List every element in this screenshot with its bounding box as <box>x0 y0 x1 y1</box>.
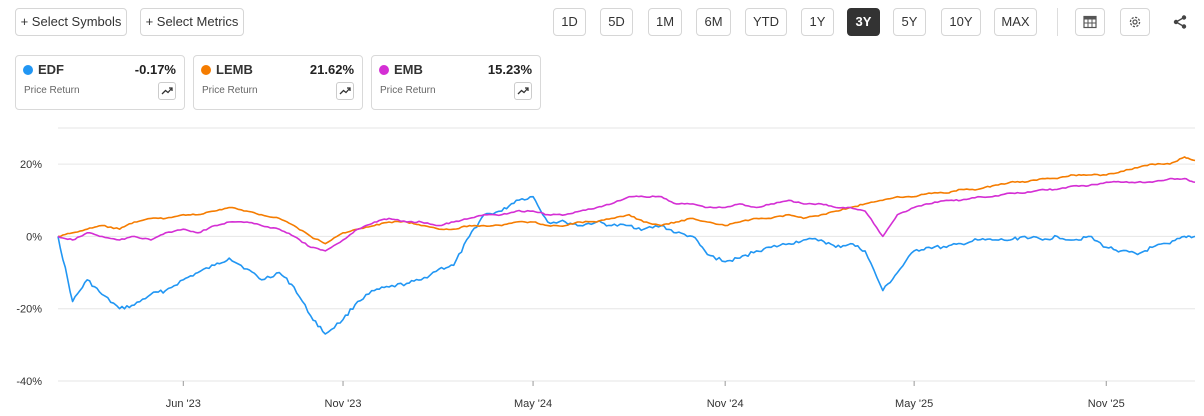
x-tick-label: Nov '23 <box>325 398 362 410</box>
price-return-value: -0.17% <box>134 62 176 77</box>
range-button-1m[interactable]: 1M <box>648 8 682 36</box>
trend-arrow-icon[interactable] <box>336 82 354 100</box>
range-button-3y[interactable]: 3Y <box>847 8 880 36</box>
table-icon <box>1083 15 1097 29</box>
range-button-1d[interactable]: 1D <box>553 8 586 36</box>
symbol-card-edf[interactable]: EDF -0.17% Price Return <box>15 55 185 110</box>
series-line-lemb <box>58 156 1196 245</box>
series-line-edf <box>57 195 1196 335</box>
range-button-6m[interactable]: 6M <box>696 8 731 36</box>
symbol-label: LEMB <box>216 62 253 77</box>
y-tick-label: -20% <box>16 304 42 316</box>
trend-arrow-icon[interactable] <box>514 82 532 100</box>
metric-label: Price Return <box>202 85 258 96</box>
range-button-max[interactable]: MAX <box>994 8 1037 36</box>
symbol-card-lemb[interactable]: LEMB 21.62% Price Return <box>193 55 363 110</box>
range-button-5d[interactable]: 5D <box>600 8 633 36</box>
symbol-label: EMB <box>394 62 423 77</box>
performance-chart[interactable]: 20% 0% -20% -40% Jun '23 Nov '23 May '24 Nov '2… <box>0 120 1204 416</box>
metric-label: Price Return <box>24 85 80 96</box>
symbol-card-emb[interactable]: EMB 15.23% Price Return <box>371 55 541 110</box>
table-view-button[interactable] <box>1075 8 1105 36</box>
metric-label: Price Return <box>380 85 436 96</box>
y-tick-label: 0% <box>26 231 42 243</box>
price-return-value: 15.23% <box>487 62 532 77</box>
range-button-5y[interactable]: 5Y <box>893 8 926 36</box>
range-button-1y[interactable]: 1Y <box>801 8 834 36</box>
symbol-label: EDF <box>38 62 64 77</box>
series-line-emb <box>57 177 1196 252</box>
y-tick-label: -40% <box>16 376 42 388</box>
settings-button[interactable] <box>1120 8 1150 36</box>
select-symbols-button[interactable]: + Select Symbols <box>15 8 127 36</box>
range-button-ytd[interactable]: YTD <box>745 8 787 36</box>
share-icon <box>1173 15 1187 29</box>
y-tick-label: 20% <box>20 159 42 171</box>
x-tick-label: May '25 <box>895 398 933 410</box>
x-tick-label: May '24 <box>514 398 552 410</box>
x-tick-label: Jun '23 <box>166 398 201 410</box>
share-button[interactable] <box>1165 8 1195 36</box>
x-tick-label: Nov '24 <box>707 398 744 410</box>
series-color-dot <box>23 65 33 75</box>
toolbar-divider <box>1057 8 1058 36</box>
trend-arrow-icon[interactable] <box>158 82 176 100</box>
price-return-value: 21.62% <box>309 62 354 77</box>
select-metrics-button[interactable]: + Select Metrics <box>140 8 244 36</box>
range-button-10y[interactable]: 10Y <box>941 8 981 36</box>
x-tick-label: Nov '25 <box>1088 398 1125 410</box>
series-color-dot <box>201 65 211 75</box>
gear-icon <box>1129 16 1141 28</box>
series-color-dot <box>379 65 389 75</box>
